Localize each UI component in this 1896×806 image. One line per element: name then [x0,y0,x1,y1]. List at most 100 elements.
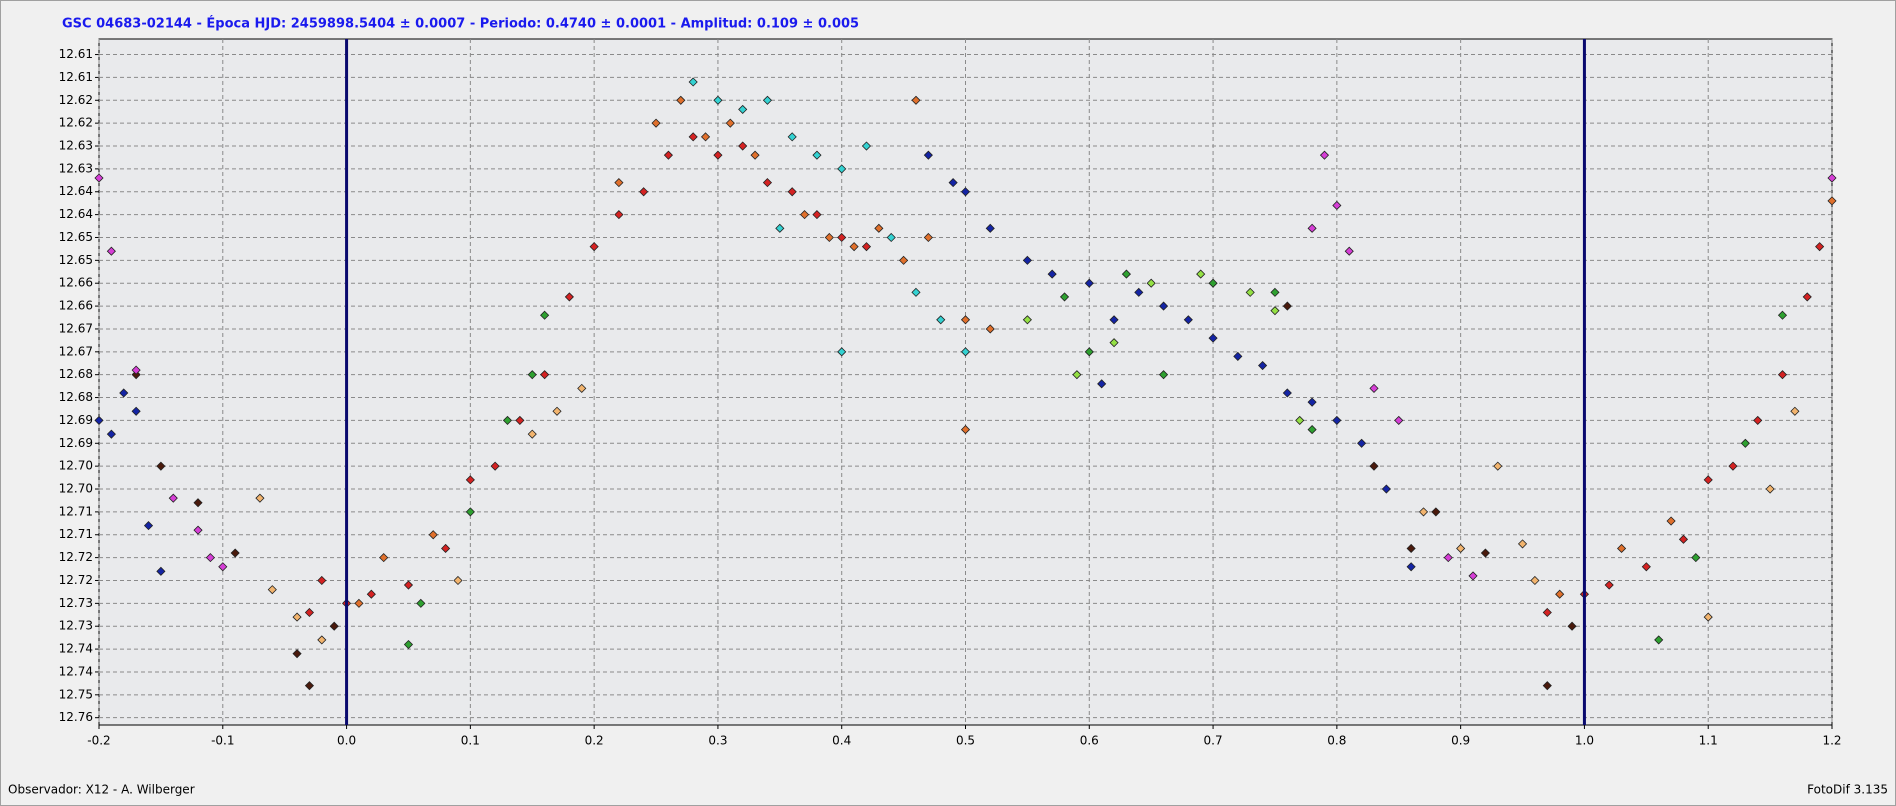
data-point [1740,438,1750,448]
y-tick-label: 12.70 [59,482,93,496]
data-point [515,415,525,425]
data-point [1084,347,1094,357]
y-tick-label: 12.70 [59,459,93,473]
data-point [1084,278,1094,288]
data-point [292,649,302,659]
data-point [1282,388,1292,398]
data-point [317,575,327,586]
data-point [1703,475,1713,485]
data-point [1381,484,1391,494]
data-point [985,324,995,334]
y-tick-label: 12.72 [59,550,93,564]
data-point [1827,173,1837,183]
data-point [1456,543,1466,554]
data-point [923,232,933,243]
x-tick-label: 0.9 [1451,734,1470,748]
data-point [403,639,414,650]
data-point [366,589,376,599]
data-point [106,246,116,256]
x-tick-label: 0.3 [708,734,727,748]
data-point [960,187,971,197]
data-point [874,223,884,233]
data-point [1555,589,1565,599]
data-point [676,95,686,105]
data-point [1678,534,1689,544]
data-point [948,178,958,188]
data-point [688,77,698,87]
data-point [1480,548,1490,558]
data-point [614,210,624,220]
y-tick-label: 12.63 [59,139,93,153]
data-point [552,406,562,416]
data-point [1827,196,1837,206]
y-tick-label: 12.65 [59,230,93,244]
data-point [94,173,104,183]
y-tick-label: 12.64 [59,184,93,198]
data-point [837,347,847,357]
data-point [1406,543,1416,554]
data-point [1567,621,1577,631]
data-point [985,223,995,233]
data-point [1307,397,1317,407]
data-point [1542,607,1552,618]
data-point [156,566,166,576]
data-point [1666,516,1676,526]
data-point [861,242,872,252]
data-point [1121,269,1131,279]
data-point [1344,246,1354,256]
data-point [1753,415,1763,425]
data-point [960,347,971,357]
data-point [1369,461,1379,471]
data-point [403,580,414,590]
data-point [230,548,240,558]
data-point [1307,223,1317,233]
data-point [441,543,451,554]
data-point [886,232,896,243]
x-tick-label: 1.2 [1822,734,1841,748]
x-tick-label: 0.7 [1204,734,1223,748]
data-point [911,287,921,297]
data-point [1654,635,1664,645]
data-point [1517,539,1528,549]
data-point [1158,301,1169,311]
data-point [1208,278,1218,288]
data-point [824,232,834,243]
y-tick-label: 12.68 [59,367,93,381]
data-point [416,598,426,608]
data-point [577,383,587,393]
x-tick-label: 1.0 [1575,734,1594,748]
data-point [1134,287,1144,297]
footer-right: FotoDif 3.135 [1807,783,1888,797]
data-point [1047,269,1057,279]
data-point [713,150,723,160]
y-tick-label: 12.69 [59,436,93,450]
data-point [1777,370,1788,380]
footer-left: Observador: X12 - A. Wilberger [8,783,195,797]
data-point [589,242,599,252]
data-point [527,370,537,380]
data-point [564,292,574,302]
data-point [1493,461,1503,471]
data-point [663,150,673,160]
y-tick-label: 12.67 [59,321,93,335]
data-point [1332,415,1342,425]
data-point [1542,681,1552,691]
y-tick-label: 12.68 [59,390,93,404]
data-point [502,415,513,425]
data-point [354,598,364,608]
y-tick-label: 12.62 [59,116,93,130]
data-point [1307,424,1317,435]
data-point [304,681,315,691]
data-point [713,95,723,105]
x-tick-label: -0.2 [87,734,110,748]
data-point [861,141,872,151]
data-point [1183,315,1193,325]
data-point [762,95,773,105]
y-tick-label: 12.72 [59,573,93,587]
data-point [1295,415,1305,425]
data-point [738,141,748,151]
data-point [218,562,228,572]
data-point [787,132,797,142]
data-point [168,493,178,503]
data-point [775,223,785,233]
